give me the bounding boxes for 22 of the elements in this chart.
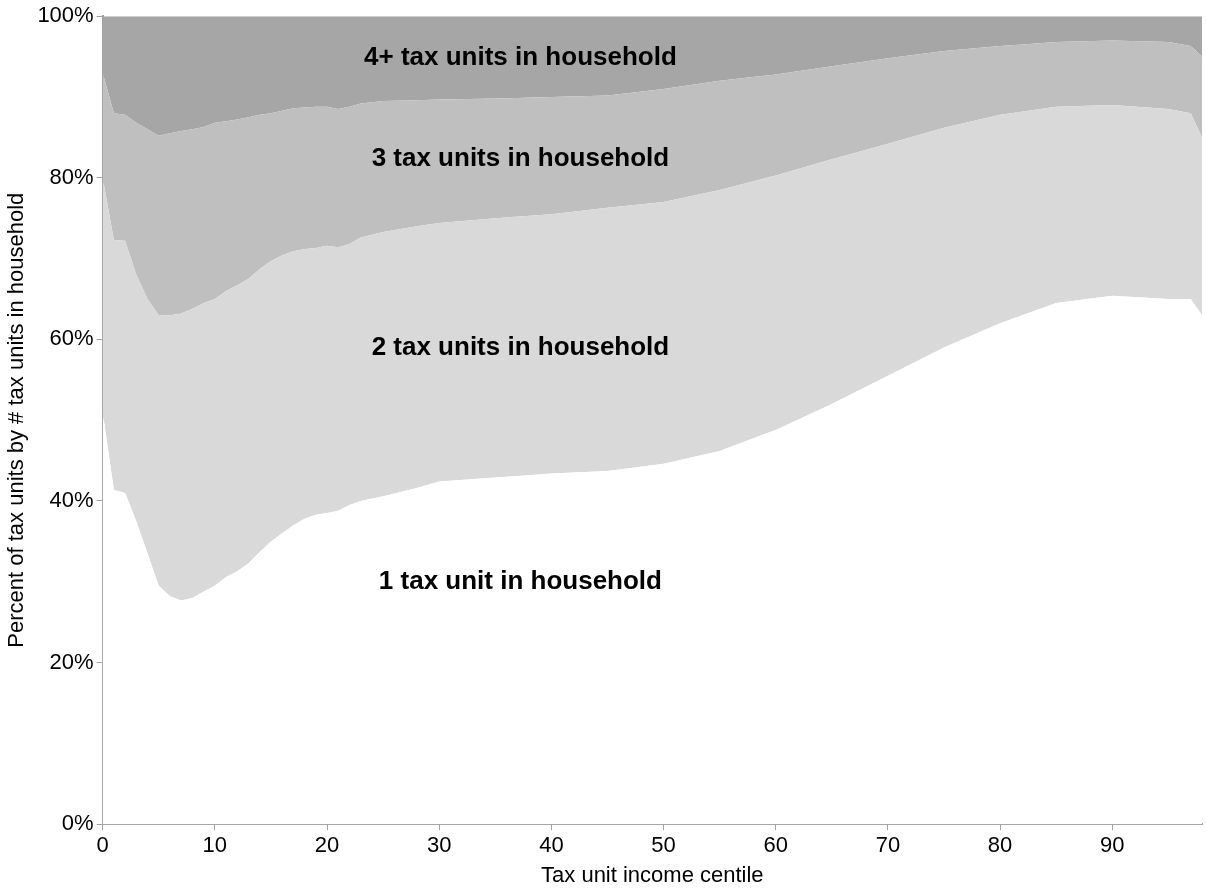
y-tick-label: 80%	[49, 163, 94, 189]
y-axis-title: Percent of tax units by # tax units in household	[3, 192, 29, 648]
x-tick-label: 70	[875, 832, 901, 858]
y-tick-label: 0%	[61, 810, 94, 836]
x-tick-label: 0	[96, 832, 109, 858]
x-tick-label: 40	[539, 832, 564, 858]
x-tick-label: 30	[426, 832, 452, 858]
x-tick-label: 80	[987, 832, 1013, 858]
series-label: 4+ tax units in household	[364, 40, 677, 71]
x-tick-label: 50	[651, 832, 676, 858]
x-axis-title: Tax unit income centile	[541, 861, 764, 887]
y-tick-label: 40%	[49, 487, 94, 513]
x-tick-label: 20	[314, 832, 340, 858]
series-label: 1 tax unit in household	[378, 564, 662, 595]
y-tick-label: 60%	[49, 325, 94, 351]
x-tick-label: 60	[763, 832, 788, 858]
y-tick-label: 20%	[49, 648, 94, 674]
series-label: 2 tax units in household	[371, 331, 670, 362]
series-label: 3 tax units in household	[371, 141, 670, 172]
y-tick-label: 100%	[37, 2, 94, 28]
x-tick-label: 90	[1100, 832, 1125, 858]
x-tick-label: 10	[202, 832, 228, 858]
